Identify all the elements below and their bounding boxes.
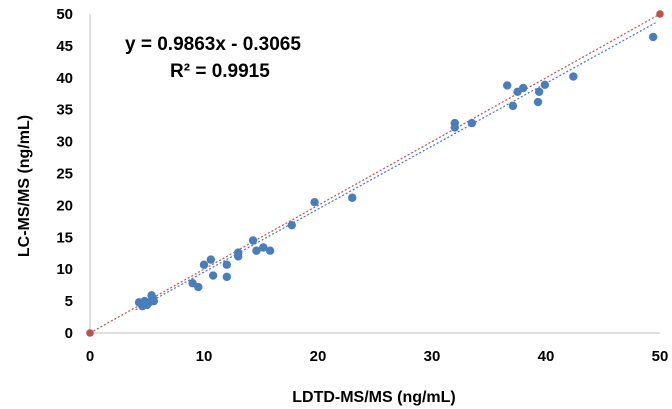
- y-tick-label: 45: [56, 38, 73, 55]
- trendline: [135, 22, 656, 311]
- data-point: [503, 81, 512, 90]
- data-point: [534, 87, 544, 97]
- r-squared-label: R² = 0.9915: [170, 61, 270, 82]
- x-tick-label: 40: [538, 348, 555, 365]
- data-point: [450, 118, 459, 128]
- data-point: [248, 236, 258, 245]
- data-point: [519, 83, 528, 93]
- axes: [89, 14, 660, 334]
- y-tick-label: 40: [56, 70, 73, 87]
- y-tick-label: 35: [56, 102, 73, 119]
- data-point: [310, 198, 319, 207]
- data-points: [134, 32, 658, 311]
- data-point: [569, 72, 578, 81]
- data-point: [265, 246, 275, 255]
- y-tick-label: 0: [65, 325, 73, 342]
- data-point: [533, 97, 543, 107]
- x-tick-label: 10: [196, 348, 213, 365]
- y-tick-label: 20: [56, 197, 73, 214]
- data-point: [348, 193, 357, 202]
- data-point: [222, 272, 231, 282]
- y-tick-labels: 0 5 10 15 20 25 30 35 40 45 50: [56, 6, 73, 342]
- regression-equation: y = 0.9863x - 0.3065: [125, 34, 301, 55]
- data-point: [206, 255, 216, 264]
- y-tick-label: 50: [56, 6, 73, 23]
- data-point: [194, 282, 203, 292]
- y-tick-label: 25: [56, 166, 73, 183]
- data-point: [540, 80, 550, 90]
- x-axis-title: LDTD-MS/MS (ng/mL): [292, 389, 456, 406]
- data-point: [508, 101, 518, 111]
- y-tick-label: 10: [56, 261, 73, 278]
- x-tick-label: 30: [424, 348, 441, 365]
- data-point: [208, 271, 218, 280]
- y-tick-label: 15: [56, 229, 73, 246]
- x-tick-label: 20: [310, 348, 327, 365]
- data-point: [648, 32, 658, 42]
- data-point: [467, 118, 477, 128]
- identity-line: [89, 13, 661, 334]
- data-point: [259, 243, 268, 252]
- data-point: [199, 260, 209, 269]
- x-tick-label: 50: [652, 348, 669, 365]
- data-point: [147, 291, 156, 300]
- identity-endpoint-marker: [86, 329, 94, 337]
- x-tick-label: 0: [86, 348, 94, 365]
- y-tick-label: 30: [56, 134, 73, 151]
- identity-line-endpoints: [86, 10, 664, 337]
- y-tick-label: 5: [65, 293, 73, 310]
- x-tick-labels: 0 10 20 30 40 50: [86, 348, 669, 365]
- reference-lines: [89, 13, 661, 334]
- data-point: [234, 248, 243, 257]
- data-point: [222, 260, 231, 269]
- y-axis-title: LC-MS/MS (ng/mL): [16, 115, 33, 257]
- identity-endpoint-marker: [656, 10, 664, 18]
- data-point: [252, 246, 261, 255]
- data-point: [287, 220, 296, 230]
